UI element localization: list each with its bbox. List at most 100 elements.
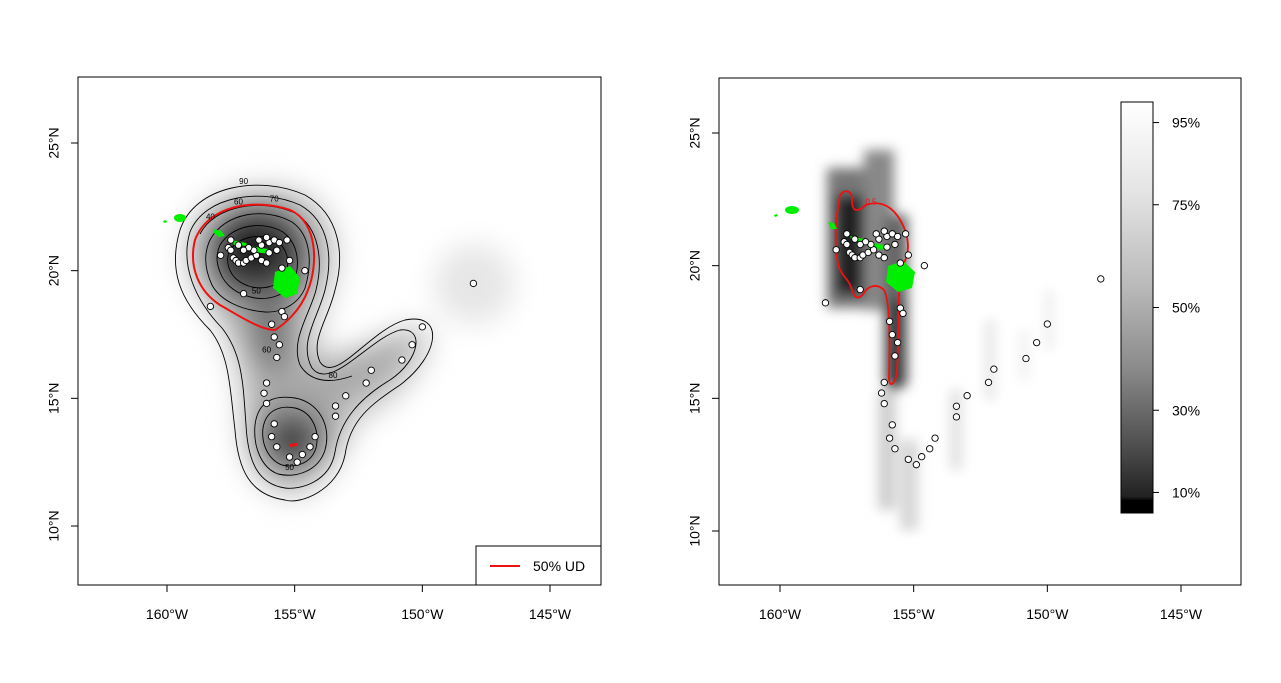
- right-density-surface: 0.5: [774, 150, 1105, 530]
- left-tracking-point: [367, 366, 375, 374]
- left-tracking-point: [362, 379, 370, 387]
- left-tracking-point: [275, 341, 283, 349]
- right-tracking-point: [851, 235, 859, 243]
- left-tracking-points: [206, 233, 478, 466]
- right-tracking-point: [843, 230, 851, 238]
- right-contour-label: 0.5: [865, 198, 877, 207]
- left-y-tick-label: 20°N: [46, 255, 62, 286]
- right-tracking-point: [891, 445, 899, 453]
- right-plot-frame: [718, 77, 1242, 586]
- right-tracking-point: [899, 309, 907, 318]
- left-contour-label: 80: [329, 371, 338, 380]
- left-y-tick-label: 10°N: [46, 510, 62, 541]
- right-tracking-point: [832, 246, 840, 254]
- right-tracking-point: [872, 230, 880, 238]
- left-x-tick-label: 155°W: [274, 606, 317, 622]
- left-x-tick-label: 150°W: [401, 606, 444, 622]
- right-tracking-points: [821, 227, 1105, 469]
- left-tracking-point: [227, 246, 235, 254]
- left-tracking-point: [273, 353, 281, 362]
- left-contour-label: 70: [270, 195, 279, 204]
- left-y-tick-label: 25°N: [46, 127, 62, 158]
- right-tracking-point: [880, 378, 888, 387]
- right-tracking-point: [918, 453, 926, 461]
- left-tracking-point: [285, 256, 294, 265]
- left-islands: [163, 214, 300, 298]
- left-ud50-patch-south: [289, 443, 297, 447]
- left-x-tick-label: 160°W: [146, 606, 189, 622]
- left-tracking-point: [301, 267, 309, 275]
- right-tracking-point: [896, 259, 904, 267]
- legend: 50% UD: [475, 545, 602, 586]
- left-tracking-point: [408, 341, 416, 349]
- right-y-tick-label: 15°N: [687, 383, 703, 414]
- left-tracking-point: [268, 320, 276, 328]
- left-tracking-point: [285, 453, 294, 461]
- colorbar-gradient: [1120, 101, 1154, 514]
- right-brownian-map: 0.5 160°W 155°W 150°W 145°W 10°N 15°N 20°N 25°N…: [687, 77, 1242, 622]
- legend-label: 50% UD: [533, 558, 585, 574]
- right-axes: 160°W 155°W 150°W 145°W 10°N 15°N 20°N 25°N: [687, 117, 1203, 622]
- colorbar: 10% 30% 50% 75% 95%: [1120, 101, 1200, 514]
- left-tracking-point: [206, 302, 215, 311]
- left-tracking-point: [270, 333, 278, 341]
- left-tracking-point: [239, 246, 248, 254]
- right-tracking-point: [990, 365, 998, 373]
- left-tracking-point: [270, 420, 278, 428]
- left-tracking-point: [262, 259, 271, 267]
- right-tracking-point: [893, 338, 902, 347]
- left-contour-label: 90: [239, 177, 248, 186]
- left-tracking-point: [283, 236, 291, 244]
- right-x-tick-label: 160°W: [759, 606, 802, 622]
- colorbar-tick-label: 95%: [1172, 115, 1200, 131]
- left-ud50-contours: [192, 203, 316, 332]
- colorbar-tick-label: 75%: [1172, 197, 1200, 213]
- left-contour-label: 50: [285, 463, 294, 472]
- right-tracking-point: [880, 254, 888, 262]
- left-contour-label-layer: 90 70 60 40 50 60 80 50: [206, 177, 338, 472]
- right-tracking-point: [931, 434, 939, 442]
- left-tracking-point: [469, 279, 478, 288]
- left-tracking-point: [265, 249, 273, 257]
- left-tracking-point: [280, 312, 289, 321]
- left-tracking-point: [331, 412, 340, 420]
- right-x-tick-label: 150°W: [1026, 606, 1069, 622]
- right-tracking-point: [920, 262, 929, 270]
- left-tracking-point: [275, 238, 283, 247]
- right-tracking-point: [888, 421, 896, 429]
- right-tracking-point: [963, 392, 971, 400]
- left-tracking-point: [262, 379, 271, 387]
- left-tracking-point: [273, 443, 281, 451]
- left-contour-label: 50: [252, 287, 261, 296]
- left-tracking-point: [216, 251, 225, 259]
- right-y-tick-label: 20°N: [687, 250, 703, 281]
- colorbar-tick-label: 50%: [1172, 300, 1200, 316]
- right-y-tick-label: 25°N: [687, 117, 703, 148]
- right-x-tick-label: 155°W: [893, 606, 936, 622]
- right-tracking-point: [1043, 320, 1051, 328]
- right-tracking-point: [888, 331, 896, 339]
- right-tracking-point: [952, 413, 961, 421]
- left-density-surface: 90 70 60 40 50 60 80 50: [163, 177, 514, 502]
- right-tracking-point: [880, 399, 888, 408]
- left-tracking-point: [227, 236, 235, 244]
- right-tracking-point: [1032, 338, 1041, 347]
- right-tracking-point: [893, 232, 902, 241]
- right-tracking-point: [904, 455, 912, 464]
- right-tracking-point: [843, 240, 851, 249]
- left-tracking-point: [273, 246, 281, 254]
- colorbar-tick-label: 30%: [1172, 402, 1200, 418]
- right-tracking-point: [856, 240, 864, 249]
- left-plot-frame: [77, 76, 602, 586]
- right-tracking-point: [883, 243, 891, 251]
- left-tracking-point: [260, 389, 268, 397]
- right-tracking-point: [891, 240, 899, 249]
- left-tracking-point: [262, 399, 271, 408]
- left-tracking-point: [398, 356, 406, 364]
- left-y-tick-label: 15°N: [46, 383, 62, 414]
- left-tracking-point: [306, 443, 314, 451]
- right-y-tick-label: 10°N: [687, 515, 703, 546]
- right-tracking-point: [856, 285, 864, 294]
- right-tracking-point: [904, 251, 912, 259]
